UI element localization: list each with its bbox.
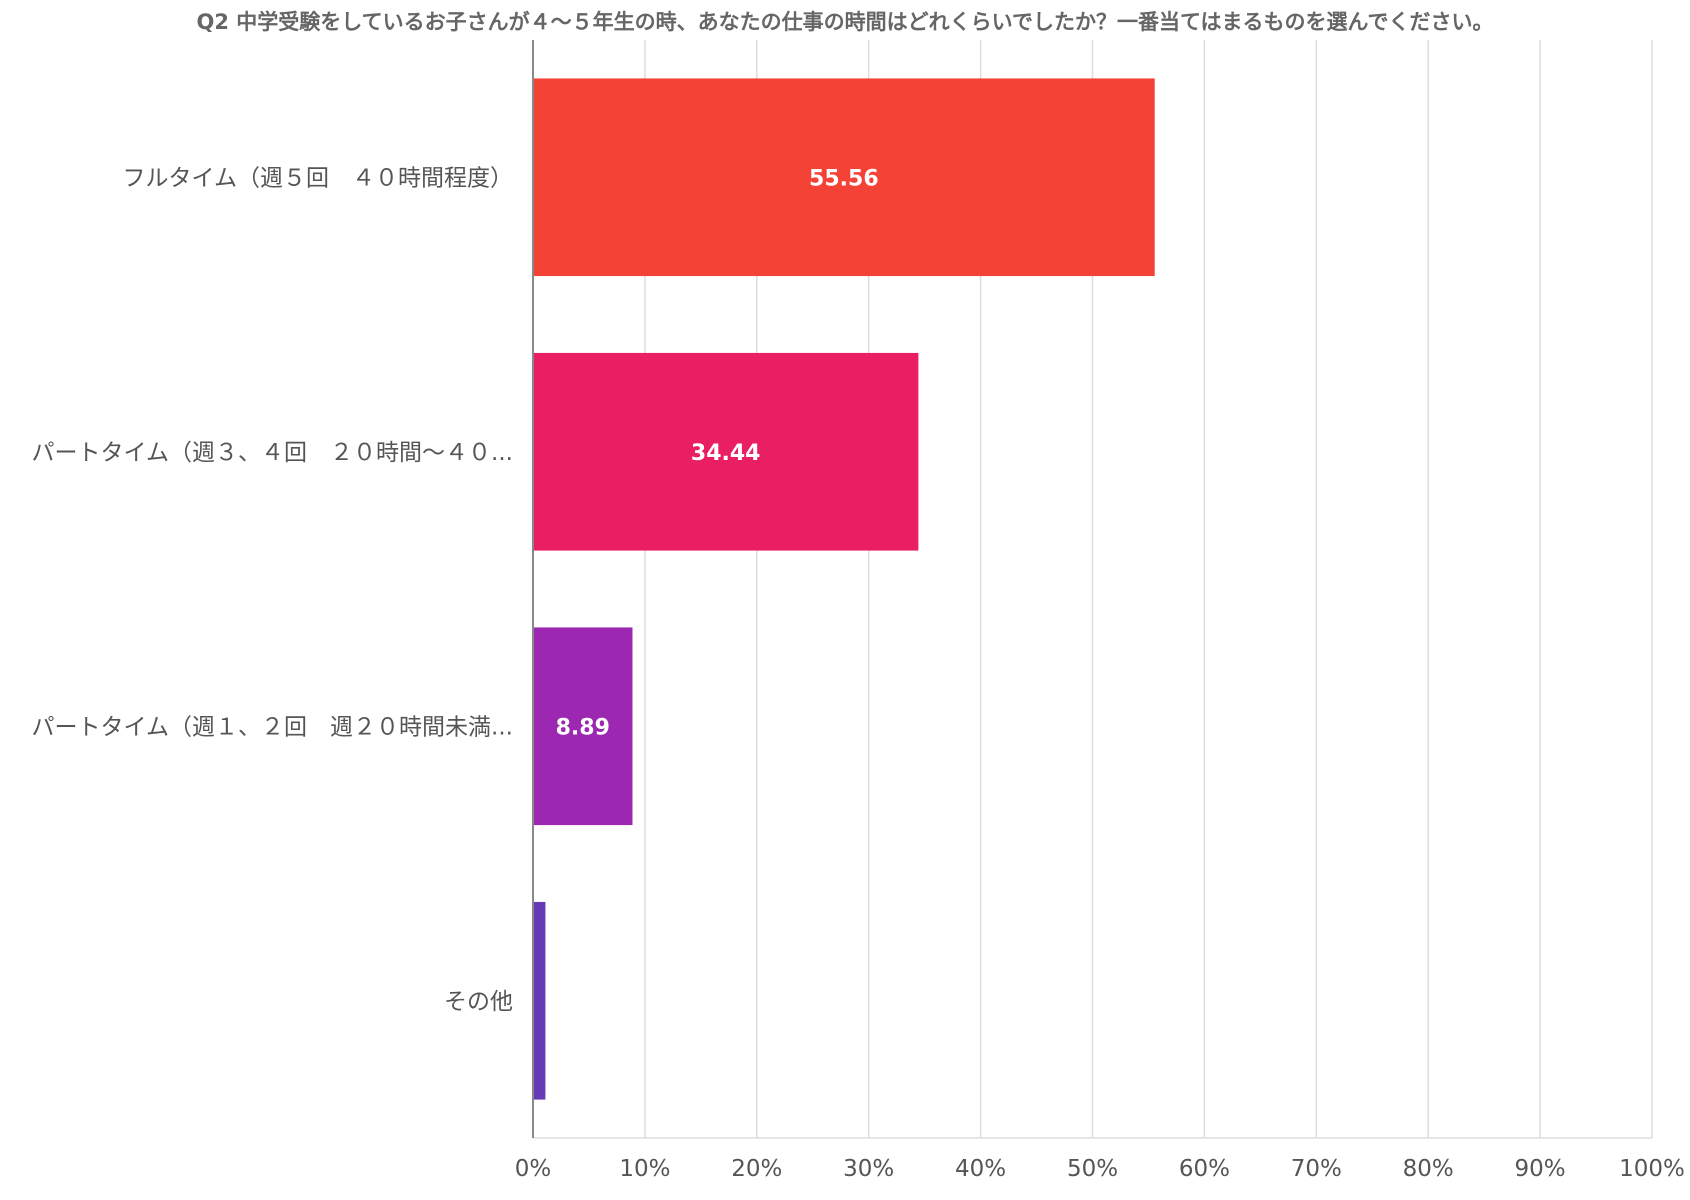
x-tick-label: 10% [619,1156,670,1182]
bar [533,352,919,551]
x-tick-label: 70% [1291,1156,1342,1182]
x-tick-label: 40% [955,1156,1006,1182]
category-label: パートタイム（週３、４回 ２０時間〜４０... [32,440,513,466]
category-labels: フルタイム（週５回 ４０時間程度） パートタイム（週３、４回 ２０時間〜４０...… [32,165,513,1015]
x-tick-label: 100% [1619,1156,1685,1182]
bars: 55.56 34.44 8.89 [533,78,1155,1100]
data-label: 55.56 [809,166,879,191]
bar [533,78,1155,277]
chart-title: Q2 中学受験をしているお子さんが４〜５年生の時、あなたの仕事の時間はどれくらい… [196,10,1494,34]
x-tick-label: 0% [515,1156,552,1182]
x-axis-ticks: 0% 10% 20% 30% 40% 50% 60% 70% 80% 90% 100% [515,1156,1685,1182]
x-tick-label: 30% [843,1156,894,1182]
bar [533,627,633,826]
x-tick-label: 80% [1403,1156,1454,1182]
x-tick-label: 50% [1067,1156,1118,1182]
x-tick-label: 20% [731,1156,782,1182]
data-label: 34.44 [691,441,761,466]
x-tick-label: 60% [1179,1156,1230,1182]
data-label: 8.89 [556,715,610,740]
category-label: フルタイム（週５回 ４０時間程度） [122,165,513,191]
category-label: パートタイム（週１、２回 週２０時間未満... [32,714,513,740]
x-tick-label: 90% [1515,1156,1566,1182]
bar [533,901,546,1100]
category-label: その他 [444,989,513,1015]
